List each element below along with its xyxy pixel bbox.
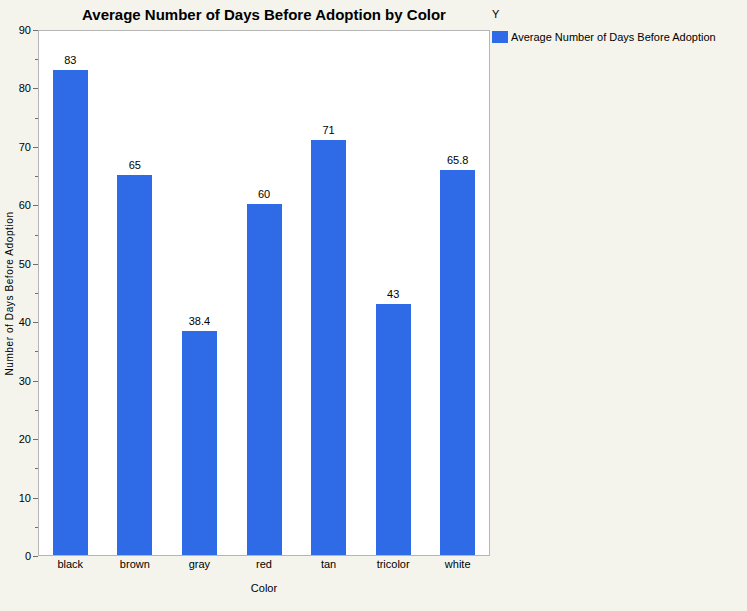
chart-title: Average Number of Days Before Adoption b…: [38, 6, 490, 23]
x-tick-label: gray: [189, 558, 210, 570]
y-axis: 0102030405060708090: [0, 30, 38, 556]
plot-area: 83 65 38.4 60 71 43 65.8: [38, 30, 490, 556]
y-tick-label: 40: [19, 317, 31, 328]
legend-entry: Average Number of Days Before Adoption: [492, 31, 716, 43]
bar-tan: [311, 140, 346, 555]
x-tick-label: red: [256, 558, 272, 570]
y-tick-label: 80: [19, 83, 31, 94]
y-tick-label: 10: [19, 492, 31, 503]
legend-title: Y: [492, 8, 716, 20]
legend: Y Average Number of Days Before Adoption: [492, 8, 716, 43]
x-axis: black brown gray red tan tricolor white: [38, 558, 490, 574]
bar-chart-report: Average Number of Days Before Adoption b…: [0, 0, 747, 611]
legend-entry-label: Average Number of Days Before Adoption: [511, 31, 716, 43]
x-axis-title: Color: [38, 582, 490, 594]
bar-tricolor: [376, 304, 411, 555]
bar-gray: [182, 331, 217, 555]
bar-white: [440, 170, 475, 555]
y-tick-label: 0: [25, 551, 31, 562]
bar-value-label: 71: [322, 124, 334, 136]
y-tick-label: 30: [19, 375, 31, 386]
bar-value-label: 65: [129, 159, 141, 171]
x-tick-label: black: [57, 558, 83, 570]
y-tick-label: 50: [19, 258, 31, 269]
y-axis-major-tick: [33, 556, 38, 557]
y-tick-label: 70: [19, 141, 31, 152]
bar-value-label: 83: [64, 54, 76, 66]
bar-value-label: 38.4: [189, 315, 210, 327]
x-tick-label: tan: [321, 558, 336, 570]
bar-value-label: 43: [387, 288, 399, 300]
bar-black: [53, 70, 88, 555]
y-tick-label: 90: [19, 25, 31, 36]
y-tick-label: 20: [19, 434, 31, 445]
bar-red: [247, 204, 282, 555]
bar-value-label: 65.8: [447, 154, 468, 166]
x-tick-label: brown: [120, 558, 150, 570]
y-tick-label: 60: [19, 200, 31, 211]
x-tick-label: white: [445, 558, 471, 570]
legend-swatch: [492, 31, 508, 43]
x-tick-label: tricolor: [377, 558, 410, 570]
bar-value-label: 60: [258, 188, 270, 200]
bar-brown: [117, 175, 152, 555]
